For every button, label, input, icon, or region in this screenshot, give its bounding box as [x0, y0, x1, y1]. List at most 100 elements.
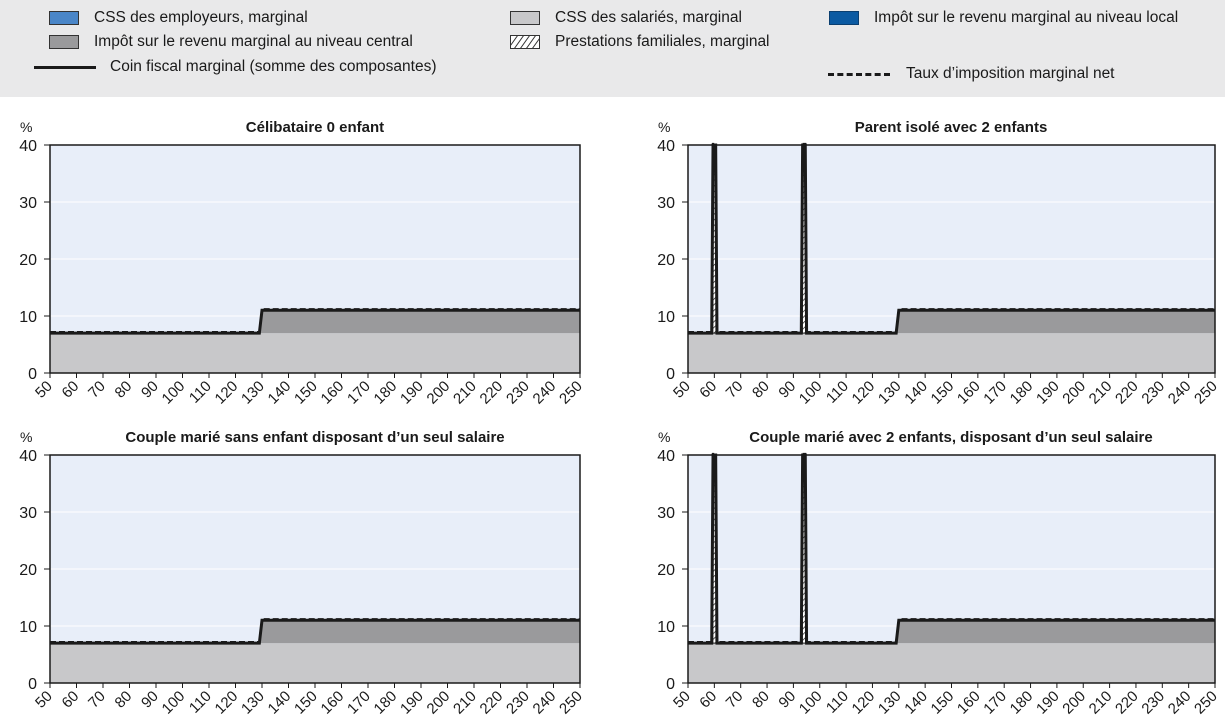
legend-item-employee-ssc: CSS des salariés, marginal	[510, 9, 742, 27]
legend-item-net-marginal-rate: Taux d’imposition marginal net	[828, 65, 1115, 83]
x-tick-label: 60	[696, 378, 720, 402]
x-tick-label: 90	[775, 378, 799, 402]
x-tick-label: 250	[1191, 378, 1221, 408]
area-employee-ssc	[50, 333, 580, 373]
legend-item-marginal-tax-wedge: Coin fiscal marginal (somme des composan…	[34, 58, 436, 76]
line-net-marginal-rate	[688, 142, 1215, 333]
x-tick-label: 160	[318, 688, 348, 718]
legend-item-central-tax: Impôt sur le revenu marginal au niveau c…	[49, 33, 413, 51]
x-tick-label: 120	[212, 688, 242, 718]
x-tick-label: 80	[749, 688, 773, 712]
x-tick-label: 240	[530, 688, 560, 718]
x-tick-label: 150	[928, 688, 958, 718]
x-tick-label: 220	[477, 688, 507, 718]
x-tick-label: 60	[59, 688, 83, 712]
y-tick-label: 10	[657, 619, 675, 636]
x-tick-label: 110	[823, 688, 852, 717]
x-tick-label: 170	[344, 688, 374, 718]
x-tick-label: 180	[1007, 378, 1037, 408]
x-tick-label: 100	[159, 378, 189, 408]
x-tick-label: 130	[875, 378, 905, 408]
x-tick-label: 110	[823, 378, 852, 407]
line-net-marginal-rate	[50, 618, 580, 643]
legend-item-family-benefits: Prestations familiales, marginal	[510, 33, 770, 51]
x-tick-label: 80	[112, 688, 136, 712]
legend-label: Prestations familiales, marginal	[555, 33, 770, 50]
legend-label: Coin fiscal marginal (somme des composan…	[110, 58, 437, 75]
y-tick-label: 30	[19, 195, 37, 212]
y-tick-label: 10	[19, 309, 37, 326]
x-tick-label: 150	[291, 378, 321, 408]
x-tick-label: 190	[1033, 688, 1063, 718]
y-tick-label: 20	[19, 562, 37, 579]
x-tick-label: 110	[186, 378, 215, 407]
x-tick-label: 220	[477, 378, 507, 408]
x-tick-label: 100	[796, 688, 826, 718]
x-tick-label: 140	[265, 378, 295, 408]
x-tick-label: 250	[556, 378, 586, 408]
chart-title: Célibataire 0 enfant	[246, 119, 384, 136]
x-tick-label: 110	[186, 688, 215, 717]
y-tick-label: 20	[657, 252, 675, 269]
x-tick-label: 210	[1086, 378, 1116, 408]
x-tick-label: 100	[796, 378, 826, 408]
x-tick-label: 150	[291, 688, 321, 718]
legend-label: CSS des salariés, marginal	[555, 9, 742, 26]
legend-item-employer-ssc: CSS des employeurs, marginal	[49, 9, 308, 27]
area-central-tax	[50, 620, 580, 644]
x-tick-label: 170	[344, 378, 374, 408]
area-employee-ssc	[688, 333, 1215, 373]
y-tick-label: 0	[28, 366, 37, 383]
x-tick-label: 210	[450, 378, 480, 408]
legend-swatch-employee-ssc	[510, 11, 540, 25]
legend-label: Impôt sur le revenu marginal au niveau c…	[94, 33, 413, 50]
x-tick-label: 250	[556, 688, 586, 718]
y-tick-label: 30	[657, 505, 675, 522]
y-tick-label: 40	[657, 448, 675, 465]
area-central-tax	[688, 310, 1215, 334]
y-axis-label: %	[20, 119, 32, 135]
legend-label: CSS des employeurs, marginal	[94, 9, 308, 26]
x-tick-label: 240	[530, 378, 560, 408]
x-tick-label: 70	[85, 688, 109, 712]
chart-title: Parent isolé avec 2 enfants	[855, 119, 1048, 136]
x-tick-label: 60	[59, 378, 83, 402]
y-tick-label: 0	[666, 676, 675, 693]
y-tick-label: 40	[657, 138, 675, 155]
x-tick-label: 210	[1086, 688, 1116, 718]
x-tick-label: 180	[1007, 688, 1037, 718]
x-tick-label: 230	[503, 688, 533, 718]
x-tick-label: 70	[723, 688, 747, 712]
chart-title: Couple marié avec 2 enfants, disposant d…	[749, 429, 1152, 446]
x-tick-label: 230	[1138, 378, 1168, 408]
x-tick-label: 130	[875, 688, 905, 718]
x-tick-label: 130	[238, 378, 268, 408]
y-axis-label: %	[658, 429, 670, 445]
y-tick-label: 20	[19, 252, 37, 269]
area-employee-ssc	[688, 643, 1215, 683]
x-tick-label: 230	[1138, 688, 1168, 718]
y-axis-label: %	[658, 119, 670, 135]
x-tick-label: 80	[749, 378, 773, 402]
chart-title: Couple marié sans enfant disposant d’un …	[125, 429, 504, 446]
x-tick-label: 180	[371, 378, 401, 408]
y-tick-label: 10	[19, 619, 37, 636]
x-tick-label: 200	[424, 378, 454, 408]
x-tick-label: 240	[1165, 688, 1195, 718]
y-tick-label: 30	[19, 505, 37, 522]
y-tick-label: 0	[28, 676, 37, 693]
x-tick-label: 80	[112, 378, 136, 402]
x-tick-label: 240	[1165, 378, 1195, 408]
area-employee-ssc	[50, 643, 580, 683]
legend-swatch-solid-line	[34, 65, 96, 69]
y-tick-label: 40	[19, 138, 37, 155]
legend: CSS des employeurs, marginal CSS des sal…	[0, 0, 1225, 97]
x-tick-label: 220	[1112, 688, 1142, 718]
x-tick-label: 200	[424, 688, 454, 718]
line-net-marginal-rate	[50, 308, 580, 333]
x-tick-label: 90	[138, 378, 162, 402]
